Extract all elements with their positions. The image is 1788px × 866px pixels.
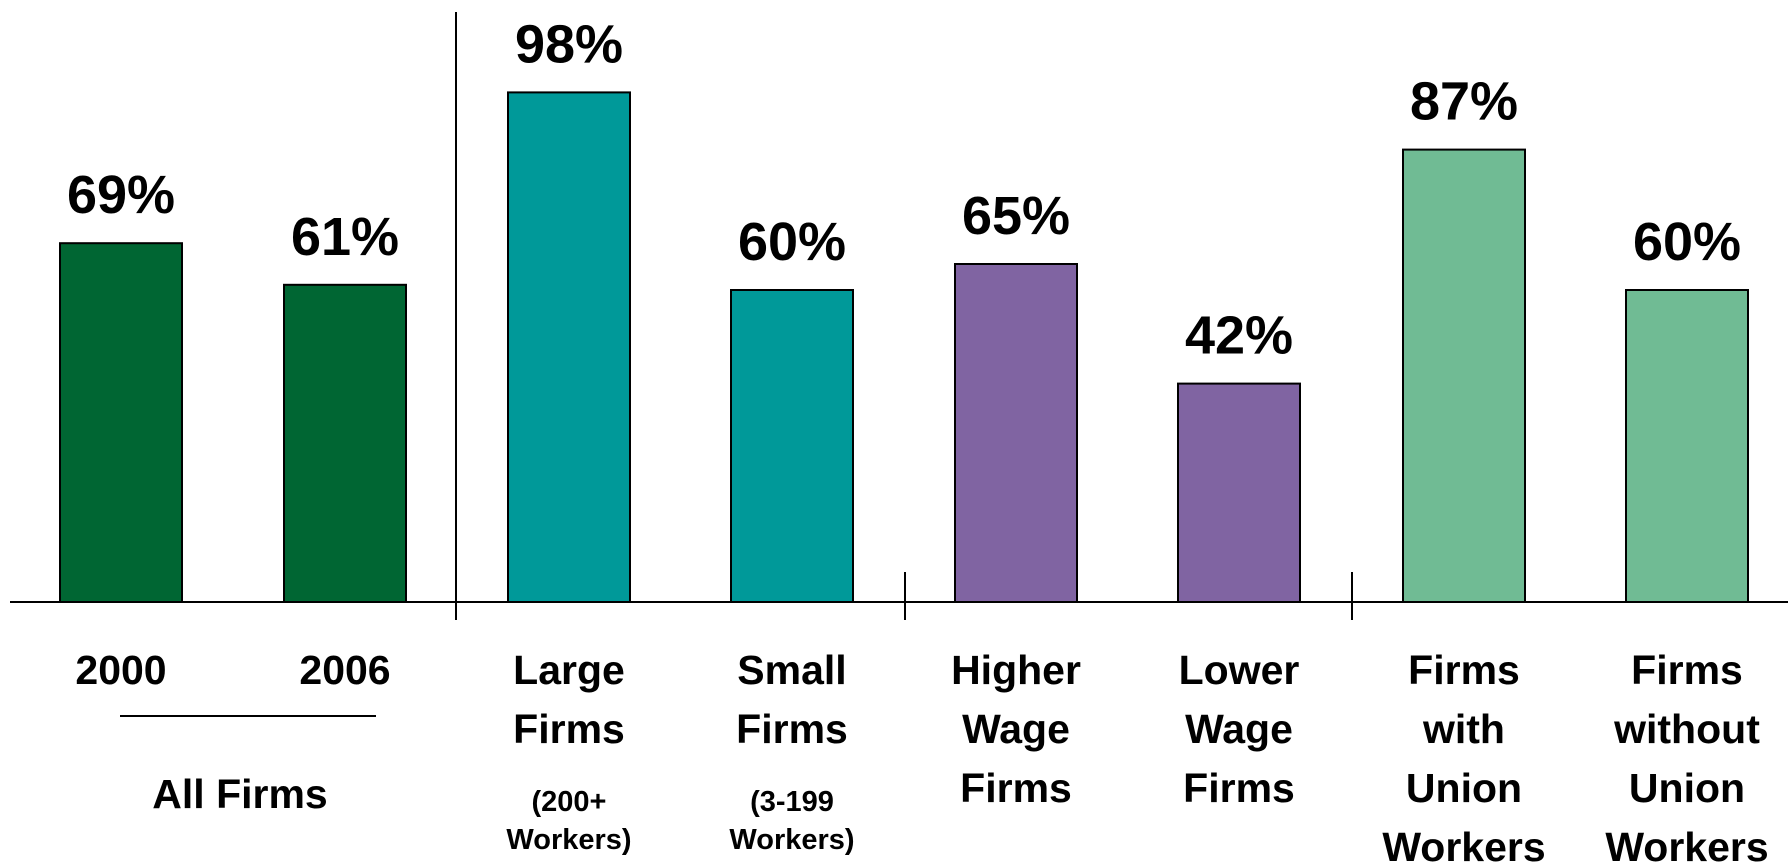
category-label-3-line-1: Firms — [736, 706, 848, 752]
value-label-4: 65% — [962, 186, 1070, 246]
value-label-6: 87% — [1410, 72, 1518, 132]
bar-6 — [1402, 148, 1526, 603]
bar-2 — [507, 91, 631, 604]
bar-4 — [954, 263, 1078, 603]
category-label-6-line-2: Union — [1406, 765, 1522, 811]
value-label-5: 42% — [1185, 306, 1293, 366]
category-label-6-line-0: Firms — [1408, 647, 1520, 693]
category-label-5-line-1: Wage — [1185, 706, 1293, 752]
value-label-7: 60% — [1633, 212, 1741, 272]
bar-0 — [59, 242, 183, 603]
category-label-5-line-2: Firms — [1183, 765, 1295, 811]
labels-layer: 69% 2000 61% 2006 98% Large Firms (200+ Workers)… — [67, 14, 1769, 866]
category-label-4-line-1: Wage — [962, 706, 1070, 752]
category-label-7-line-2: Union — [1629, 765, 1745, 811]
category-label-0-line-0: 2000 — [75, 647, 166, 693]
bar-1 — [283, 283, 407, 603]
bar-5 — [1177, 382, 1301, 603]
category-label-6-line-3: Workers — [1382, 824, 1545, 866]
category-label-2-line-1: Firms — [513, 706, 625, 752]
bar-7 — [1625, 289, 1749, 603]
bars-layer — [59, 91, 1749, 604]
category-label-7-line-3: Workers — [1605, 824, 1768, 866]
category-label-2-line-0: Large — [513, 647, 625, 693]
category-label-3-line-0: Small — [737, 647, 846, 693]
value-label-1: 61% — [291, 207, 399, 267]
value-label-3: 60% — [738, 212, 846, 272]
value-label-2: 98% — [515, 14, 623, 74]
category-note-2-line-0: (200+ — [532, 786, 607, 818]
category-label-1-line-0: 2006 — [299, 647, 390, 693]
category-note-3-line-1: Workers) — [729, 824, 854, 856]
category-label-4-line-0: Higher — [951, 647, 1081, 693]
category-label-7-line-0: Firms — [1631, 647, 1743, 693]
category-label-5-line-0: Lower — [1179, 647, 1300, 693]
category-note-3-line-0: (3-199 — [750, 786, 834, 818]
all-firms-group-label: All Firms — [152, 771, 327, 817]
category-label-4-line-2: Firms — [960, 765, 1072, 811]
bar-3 — [730, 289, 854, 603]
category-note-2-line-1: Workers) — [506, 824, 631, 856]
category-label-7-line-1: without — [1613, 706, 1760, 752]
category-label-6-line-1: with — [1422, 706, 1505, 752]
value-label-0: 69% — [67, 165, 175, 225]
